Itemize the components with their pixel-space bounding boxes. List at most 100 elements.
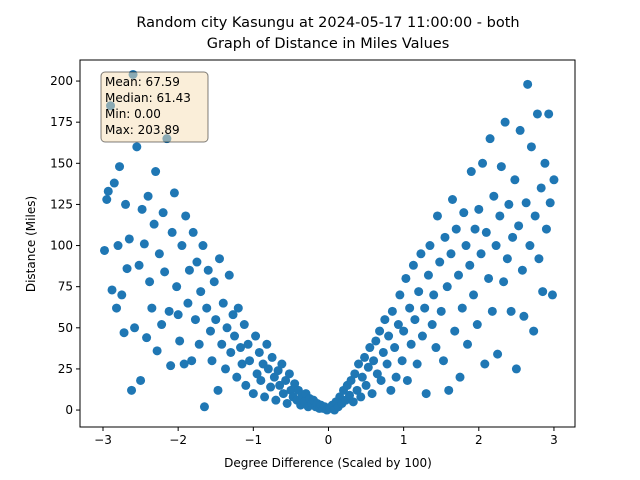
point [455, 372, 465, 382]
point [221, 364, 231, 374]
point [103, 186, 113, 196]
point [545, 198, 555, 208]
point [263, 364, 273, 374]
point [470, 224, 480, 234]
point [474, 204, 484, 214]
point [281, 375, 291, 385]
point [260, 392, 270, 402]
y-tick-label: 175 [50, 115, 73, 129]
point [447, 194, 457, 204]
point [529, 326, 539, 336]
point [217, 339, 227, 349]
point [112, 303, 122, 313]
point [406, 339, 416, 349]
point [248, 389, 258, 399]
point [239, 320, 249, 330]
y-tick-label: 100 [50, 239, 73, 253]
point [278, 389, 288, 399]
point [127, 385, 137, 395]
point [275, 380, 285, 390]
stats-text: Mean: 67.59 [105, 75, 180, 89]
x-tick-label: −1 [244, 433, 262, 447]
point [177, 241, 187, 251]
point [252, 369, 262, 379]
chart-title: Random city Kasungu at 2024-05-17 11:00:… [136, 15, 519, 31]
point [508, 232, 518, 242]
point [132, 142, 142, 152]
x-tick-label: 0 [325, 433, 333, 447]
point [365, 343, 375, 353]
point [391, 372, 401, 382]
point [376, 375, 386, 385]
y-tick-label: 75 [58, 280, 73, 294]
point [519, 311, 529, 321]
point [502, 254, 512, 264]
point [175, 336, 185, 346]
point [117, 290, 127, 300]
point [547, 290, 557, 300]
point [152, 346, 162, 356]
point [515, 125, 525, 135]
point [420, 303, 430, 313]
point [100, 245, 110, 255]
point [207, 356, 217, 366]
point [143, 191, 153, 201]
point [245, 356, 255, 366]
y-tick-label: 25 [58, 362, 73, 376]
point [154, 249, 164, 259]
point [487, 306, 497, 316]
point [416, 249, 426, 259]
point [465, 260, 475, 270]
point [183, 298, 193, 308]
point [429, 290, 439, 300]
point [277, 359, 287, 369]
point [230, 331, 240, 341]
point [160, 267, 170, 277]
point [222, 323, 232, 333]
point [267, 352, 277, 362]
point [480, 359, 490, 369]
point [134, 260, 144, 270]
point [371, 336, 381, 346]
point [386, 385, 396, 395]
point [241, 380, 251, 390]
point [269, 372, 279, 382]
point [541, 224, 551, 234]
point [454, 270, 464, 280]
point [451, 224, 461, 234]
point [107, 285, 117, 295]
point [435, 257, 445, 267]
point [496, 162, 506, 172]
x-tick-label: 1 [400, 433, 408, 447]
point [514, 221, 524, 231]
point [517, 265, 527, 275]
chart-title: Graph of Distance in Miles Values [207, 36, 450, 52]
point [115, 162, 125, 172]
point [367, 389, 377, 399]
point [243, 339, 253, 349]
point [254, 347, 264, 357]
point [190, 315, 200, 325]
point [194, 339, 204, 349]
point [352, 385, 362, 395]
point [500, 117, 510, 127]
point [237, 359, 247, 369]
point [506, 306, 516, 316]
y-tick-label: 200 [50, 74, 73, 88]
point [510, 175, 520, 185]
x-tick-label: −2 [169, 433, 187, 447]
point [423, 270, 433, 280]
point [540, 158, 550, 168]
point [149, 219, 159, 229]
point [213, 385, 223, 395]
point [463, 339, 473, 349]
point [387, 306, 397, 316]
point [130, 323, 140, 333]
x-tick-label: 2 [475, 433, 483, 447]
point [224, 270, 234, 280]
point [459, 208, 469, 218]
point [184, 265, 194, 275]
point [360, 352, 370, 362]
stats-box [100, 71, 209, 143]
